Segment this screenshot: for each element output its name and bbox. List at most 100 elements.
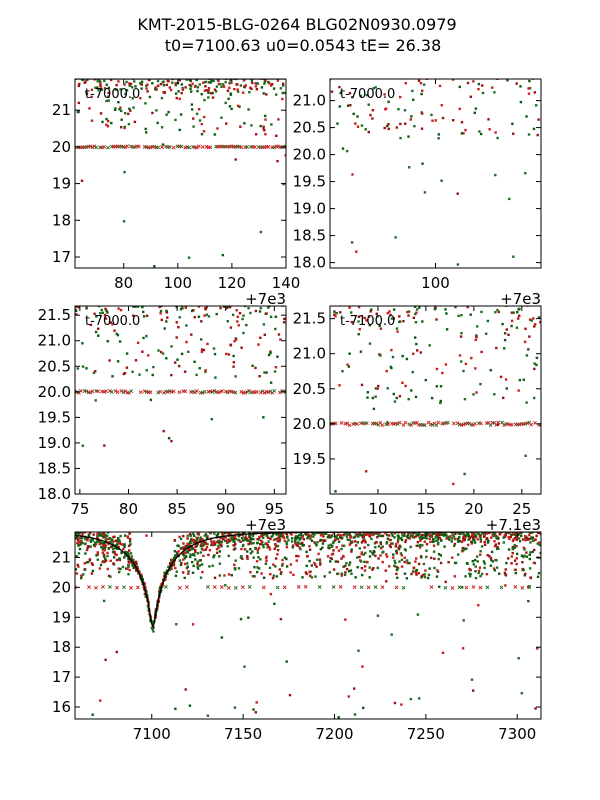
green-point <box>119 75 121 77</box>
red-point <box>118 542 122 545</box>
green-point <box>512 311 515 314</box>
green-point <box>392 295 394 297</box>
green-point <box>490 558 493 562</box>
red-point <box>365 470 368 473</box>
red-point <box>326 528 328 530</box>
red-point <box>510 311 514 314</box>
red-point <box>334 57 336 59</box>
red-point <box>393 525 395 527</box>
green-point <box>481 532 484 535</box>
green-point <box>513 546 516 549</box>
green-point <box>493 532 496 536</box>
red-point <box>79 526 81 528</box>
x-tick-label: 20 <box>464 500 483 518</box>
red-point <box>190 333 193 336</box>
green-point <box>195 79 198 82</box>
red-point <box>241 529 243 531</box>
red-point <box>162 303 164 305</box>
flat-marker <box>75 585 77 590</box>
red-point <box>324 528 326 530</box>
green-point <box>104 534 108 538</box>
red-point <box>170 567 173 570</box>
green-point <box>395 396 398 400</box>
red-point <box>204 85 207 88</box>
red-point <box>376 536 379 539</box>
red-point <box>199 293 201 295</box>
green-point <box>470 678 474 681</box>
green-point <box>464 527 466 529</box>
red-point <box>229 533 232 536</box>
green-point <box>233 532 236 534</box>
red-point <box>369 113 372 117</box>
flat-marker <box>380 423 385 428</box>
green-point <box>412 98 415 101</box>
green-point <box>497 275 499 277</box>
green-point <box>391 528 393 530</box>
red-point <box>123 83 126 86</box>
green-point <box>503 53 505 55</box>
green-point <box>509 286 511 288</box>
green-point <box>259 307 262 310</box>
green-point <box>462 619 465 622</box>
flat-marker <box>401 585 406 590</box>
green-point <box>390 522 392 524</box>
red-point <box>129 82 133 86</box>
green-point <box>501 54 503 56</box>
green-point <box>496 64 498 66</box>
red-point <box>515 82 518 85</box>
red-point <box>274 545 278 548</box>
flat-marker <box>240 585 245 590</box>
red-point <box>453 537 457 541</box>
green-point <box>450 284 452 286</box>
red-point <box>204 280 206 282</box>
green-point <box>421 524 423 526</box>
red-point <box>447 516 449 518</box>
green-point <box>493 569 496 572</box>
red-point <box>500 58 502 60</box>
green-point <box>458 529 460 531</box>
red-point <box>81 292 83 294</box>
green-point <box>218 293 220 295</box>
red-point <box>474 522 476 524</box>
green-point <box>159 586 162 589</box>
green-point <box>359 94 362 98</box>
green-point <box>280 564 284 567</box>
green-point <box>445 328 449 331</box>
red-point <box>214 302 216 304</box>
red-point <box>494 131 497 134</box>
green-point <box>425 299 427 301</box>
red-point <box>247 272 249 274</box>
green-point <box>435 58 437 60</box>
red-point <box>431 119 434 122</box>
red-point <box>91 298 93 300</box>
red-point <box>515 557 518 560</box>
green-point <box>397 537 400 540</box>
green-point <box>376 614 380 617</box>
panel-annotation: t-7000.0 <box>85 314 140 329</box>
green-point <box>460 269 462 271</box>
green-point <box>367 543 370 547</box>
green-point <box>262 67 264 69</box>
red-point <box>446 527 448 529</box>
green-point <box>372 87 375 90</box>
red-point <box>202 554 205 558</box>
green-point <box>528 557 531 561</box>
green-point <box>385 541 389 544</box>
green-point <box>145 369 148 372</box>
green-point <box>300 536 303 540</box>
red-point <box>411 517 413 519</box>
green-point <box>410 520 412 522</box>
red-point <box>133 120 137 124</box>
red-point <box>466 81 470 85</box>
green-point <box>196 86 200 89</box>
green-point <box>222 294 224 296</box>
green-point <box>239 556 243 559</box>
green-point <box>107 95 110 98</box>
green-point <box>274 565 277 568</box>
green-point <box>377 545 381 548</box>
red-point <box>159 82 163 86</box>
green-point <box>387 301 389 303</box>
red-point <box>182 534 185 538</box>
red-point <box>198 529 200 531</box>
